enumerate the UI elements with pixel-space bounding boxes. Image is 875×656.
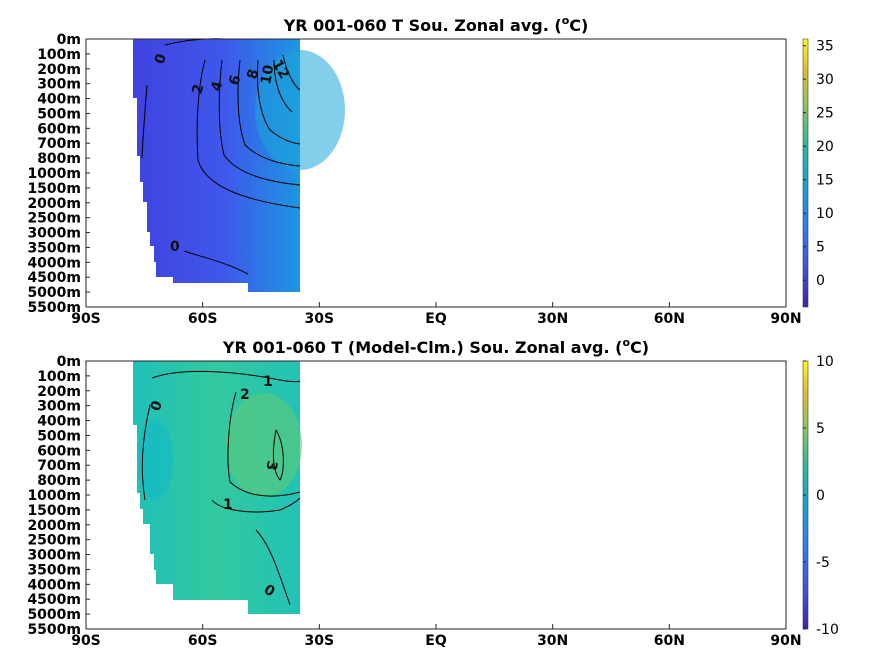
x-tick-label: 90N [770,311,801,327]
y-tick-label: 600m [37,121,81,137]
contour-label: 10 [258,63,277,85]
y-tick-label: 700m [37,458,81,474]
y-tick-label: 400m [37,92,81,108]
colorbar-tick-label: 30 [816,72,834,88]
x-axis: 90S 60S 30S EQ 30N 60N 90N [71,624,802,649]
colorbar-tick-label: 25 [816,106,834,122]
colorbar-tick-label: 10 [816,354,834,370]
warm-core [255,50,345,170]
contour-label: 3 [262,459,279,471]
y-tick-label: 3000m [27,548,81,564]
y-tick-label: 200m [37,384,81,400]
y-tick-label: 2500m [27,211,81,227]
y-tick-label: 3500m [27,240,81,256]
y-tick-label: 4000m [27,255,81,271]
colorbar-tick-label: -10 [816,622,839,638]
y-tick-label: 300m [37,399,81,415]
contour-labels: 0 2 4 6 8 10 12 0 [152,51,292,255]
y-tick-label: 1500m [27,181,81,197]
x-tick-label: EQ [425,633,447,649]
x-tick-label: 30N [537,633,568,649]
colorbar-ticks: 35 30 25 20 15 10 5 0 [803,39,834,289]
y-tick-label: 5000m [27,285,81,301]
x-axis: 90S 60S 30S EQ 30N 60N 90N [71,302,802,327]
x-tick-label: EQ [425,311,447,327]
contour-label: 0 [170,239,180,255]
colorbar-tick-label: 35 [816,39,834,55]
colorbar-tick-label: 5 [816,421,825,437]
x-tick-label: 60S [188,311,218,327]
colorbar-tick-label: -5 [816,555,830,571]
chart-title: YR 001-060 T (Model-Clm.) Sou. Zonal avg… [222,336,649,357]
colorbar-tick-label: 10 [816,206,834,222]
y-tick-label: 4000m [27,577,81,593]
y-tick-label: 100m [37,369,81,385]
panel-bottom: YR 001-060 T (Model-Clm.) Sou. Zonal avg… [27,336,838,649]
colorbar-tick-label: 0 [816,273,825,289]
colorbar-tick-label: 20 [816,139,834,155]
y-tick-label: 3500m [27,562,81,578]
contour-label: 8 [244,67,262,81]
y-tick-label: 300m [37,77,81,93]
colorbar-tick-label: 5 [816,240,825,256]
negative-anomaly [137,420,173,500]
y-tick-label: 2500m [27,533,81,549]
x-tick-label: 30N [537,311,568,327]
contour-lines [141,38,301,275]
y-tick-label: 2000m [27,518,81,534]
x-tick-label: 60S [188,633,218,649]
y-axis: 0m100m200m300m400m500m600m700m800m1000m1… [27,354,90,638]
y-tick-label: 0m [57,32,81,48]
colorbar-ticks: 10 5 0 -5 -10 [803,354,839,638]
contour-label: 2 [189,82,207,96]
y-tick-label: 0m [57,354,81,370]
colorbar [802,38,809,308]
chart-title: YR 001-060 T Sou. Zonal avg. (oC) [283,14,589,35]
contour-label: 1 [223,497,233,513]
x-tick-label: 30S [305,633,335,649]
contour-label: 2 [240,387,250,403]
contour-label: 1 [263,374,273,390]
x-tick-label: 30S [305,311,335,327]
contour-lines [141,370,301,606]
y-tick-label: 5500m [27,300,81,316]
x-tick-label: 60N [654,311,685,327]
y-axis: 0m100m200m300m400m500m600m700m800m1000m1… [27,32,90,316]
y-tick-label: 800m [37,473,81,489]
y-tick-label: 1000m [27,166,81,182]
y-tick-label: 600m [37,443,81,459]
colorbar-tick-label: 0 [816,488,825,504]
x-tick-label: 90N [770,633,801,649]
y-tick-label: 700m [37,136,81,152]
y-tick-label: 4500m [27,270,81,286]
x-tick-label: 60N [654,633,685,649]
y-tick-label: 400m [37,414,81,430]
y-tick-label: 200m [37,62,81,78]
y-tick-label: 2000m [27,196,81,212]
y-tick-label: 500m [37,106,81,122]
x-tick-label: 90S [71,311,101,327]
contour-label: 4 [208,79,226,93]
y-tick-label: 4500m [27,592,81,608]
y-tick-label: 1000m [27,488,81,504]
contour-label: 6 [226,73,244,87]
panel-top: YR 001-060 T Sou. Zonal avg. (oC) 0 2 4 … [27,14,833,327]
y-tick-label: 5000m [27,607,81,623]
y-tick-label: 100m [37,47,81,63]
y-tick-label: 500m [37,428,81,444]
y-tick-label: 1500m [27,503,81,519]
x-tick-label: 90S [71,633,101,649]
y-tick-label: 3000m [27,226,81,242]
positive-anomaly [226,393,302,497]
y-tick-label: 800m [37,151,81,167]
y-tick-label: 5500m [27,622,81,638]
colorbar-tick-label: 15 [816,173,834,189]
